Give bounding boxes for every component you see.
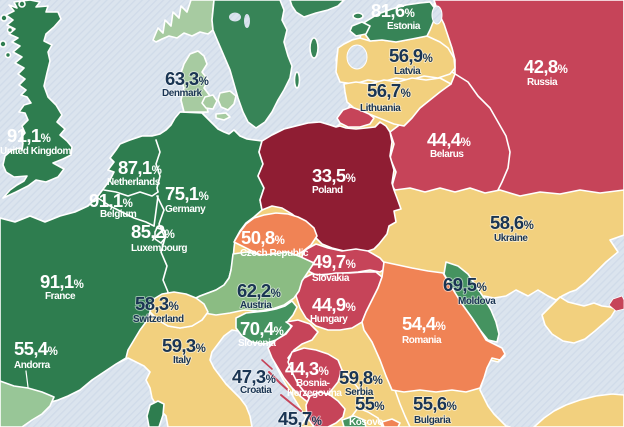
svg-text:58,6%: 58,6%	[490, 212, 534, 233]
svg-text:63,3%: 63,3%	[165, 68, 209, 89]
svg-text:Slovakia: Slovakia	[312, 273, 350, 284]
svg-text:56,9%: 56,9%	[389, 45, 433, 66]
svg-text:75,1%: 75,1%	[165, 183, 209, 204]
svg-text:Andorra: Andorra	[14, 360, 51, 371]
svg-text:Belarus: Belarus	[430, 149, 464, 160]
svg-text:France: France	[45, 291, 76, 302]
svg-text:44,4%: 44,4%	[427, 129, 471, 150]
svg-text:91,1%: 91,1%	[40, 271, 84, 292]
svg-text:Belgium: Belgium	[100, 209, 137, 220]
svg-text:54,4%: 54,4%	[402, 313, 446, 334]
svg-text:42,8%: 42,8%	[524, 56, 568, 77]
svg-text:Latvia: Latvia	[394, 66, 421, 77]
svg-text:Estonia: Estonia	[387, 21, 421, 32]
svg-text:Herzegovina: Herzegovina	[287, 388, 342, 399]
svg-text:56,7%: 56,7%	[367, 80, 411, 101]
svg-text:69,5%: 69,5%	[443, 274, 487, 295]
svg-text:Croatia: Croatia	[240, 385, 272, 396]
svg-text:49,7%: 49,7%	[312, 251, 356, 272]
svg-text:55,6%: 55,6%	[413, 393, 457, 414]
svg-text:62,2%: 62,2%	[237, 280, 281, 301]
svg-text:Hungary: Hungary	[310, 314, 348, 325]
svg-text:59,8%: 59,8%	[339, 367, 383, 388]
svg-text:Austria: Austria	[240, 300, 272, 311]
svg-text:33,5%: 33,5%	[312, 165, 356, 186]
svg-text:50,8%: 50,8%	[241, 227, 285, 248]
svg-text:Bulgaria: Bulgaria	[414, 415, 451, 426]
svg-text:Russia: Russia	[527, 77, 558, 88]
svg-text:Kosovo: Kosovo	[349, 417, 383, 427]
svg-text:91,1%: 91,1%	[89, 190, 133, 211]
svg-text:Bosnia-: Bosnia-	[296, 378, 330, 389]
svg-text:Serbia: Serbia	[345, 387, 374, 398]
svg-text:Slovenia: Slovenia	[238, 338, 276, 349]
svg-text:Romania: Romania	[402, 335, 442, 346]
svg-text:58,3%: 58,3%	[135, 293, 179, 314]
svg-text:87,1%: 87,1%	[118, 157, 162, 178]
svg-text:Ukraine: Ukraine	[494, 233, 528, 244]
svg-text:Moldova: Moldova	[458, 296, 496, 307]
svg-text:55,4%: 55,4%	[14, 338, 58, 359]
svg-text:Denmark: Denmark	[162, 88, 203, 99]
svg-text:Switzerland: Switzerland	[133, 314, 184, 325]
svg-text:United Kingdom: United Kingdom	[0, 146, 71, 157]
svg-text:44,9%: 44,9%	[312, 294, 356, 315]
svg-text:Lithuania: Lithuania	[360, 103, 401, 114]
svg-text:Luxembourg: Luxembourg	[131, 243, 187, 254]
svg-text:47,3%: 47,3%	[232, 366, 276, 387]
svg-text:44,3%: 44,3%	[285, 358, 329, 379]
svg-text:Poland: Poland	[312, 185, 343, 196]
svg-text:Germany: Germany	[165, 204, 206, 215]
svg-text:85,2%: 85,2%	[131, 221, 175, 242]
svg-text:Czech Republic: Czech Republic	[240, 248, 309, 259]
svg-text:70,4%: 70,4%	[240, 318, 284, 339]
svg-text:Italy: Italy	[173, 355, 192, 366]
svg-text:Netherlands: Netherlands	[107, 177, 161, 188]
svg-text:45,7%: 45,7%	[278, 408, 322, 427]
svg-text:81,6%: 81,6%	[371, 0, 415, 21]
svg-text:91,1%: 91,1%	[7, 125, 51, 146]
svg-text:59,3%: 59,3%	[162, 335, 206, 356]
